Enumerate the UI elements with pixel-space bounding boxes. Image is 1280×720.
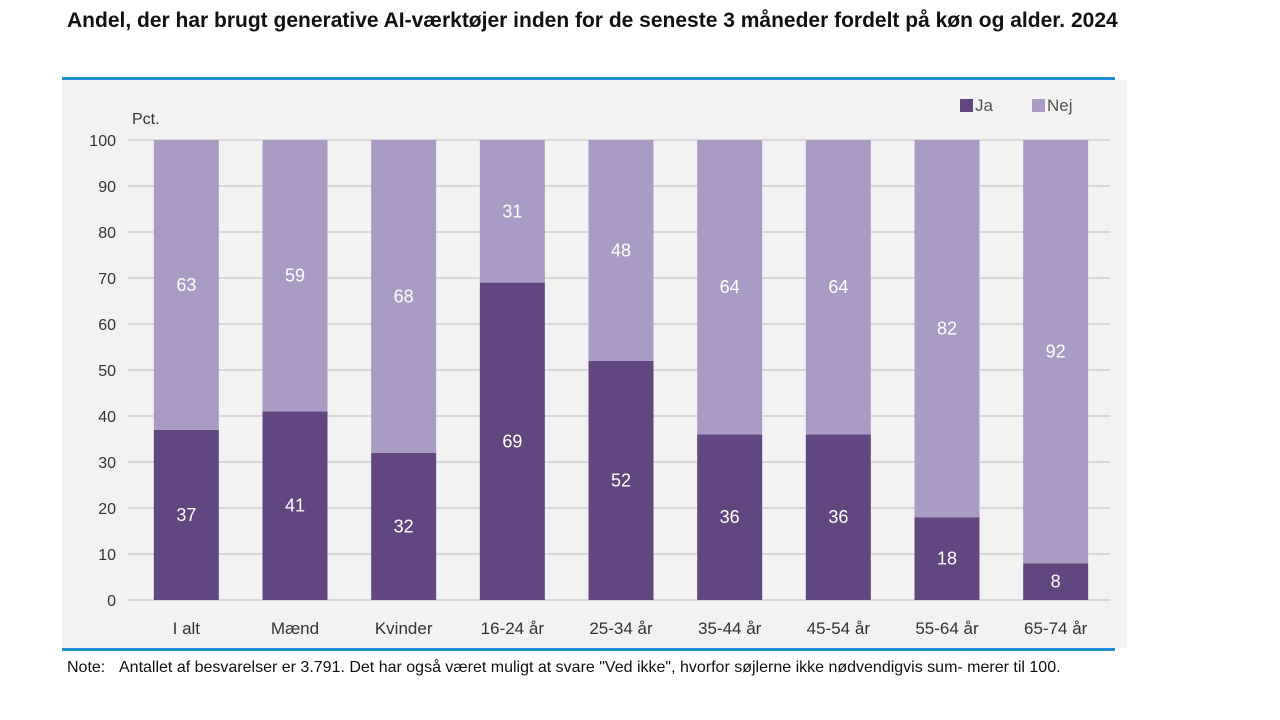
x-tick-label: 35-44 år [698, 619, 762, 638]
y-tick-label: 30 [98, 455, 116, 472]
legend-swatch-nej [1032, 99, 1045, 112]
y-tick-label: 70 [98, 271, 116, 288]
axes: Pct. 0 10 20 30 40 50 60 70 80 90 100 I alt Mænd Kvin… [89, 111, 1087, 638]
data-label-ja: 36 [720, 507, 740, 527]
y-tick-label: 80 [98, 225, 116, 242]
bar-nej [479, 140, 545, 283]
bar-ja [697, 434, 763, 600]
x-tick-label: Kvinder [375, 619, 433, 638]
y-tick-label: 0 [107, 593, 116, 610]
y-tick-label: 100 [89, 133, 116, 150]
bar-nej [805, 140, 871, 435]
legend-label-ja: Ja [975, 96, 993, 115]
x-tick-label: 25-34 år [589, 619, 653, 638]
x-tick-label: 45-54 år [807, 619, 871, 638]
note-label: Note: [67, 659, 106, 676]
data-label-ja: 52 [611, 470, 631, 490]
bars [153, 140, 1089, 600]
data-label-nej: 82 [937, 319, 957, 339]
y-tick-label: 90 [98, 179, 116, 196]
y-tick-label: 40 [98, 409, 116, 426]
bar-ja [153, 429, 219, 600]
data-label-nej: 31 [502, 201, 522, 221]
bar-ja [371, 452, 437, 600]
bar-nej [371, 140, 437, 453]
data-label-nej: 63 [176, 275, 196, 295]
legend-swatch-ja [960, 99, 973, 112]
x-tick-label: 16-24 år [481, 619, 545, 638]
bar-nej [588, 140, 654, 361]
bar-nej [697, 140, 763, 435]
footer-divider [62, 648, 1115, 651]
data-label-nej: 48 [611, 240, 631, 260]
y-tick-label: 20 [98, 501, 116, 518]
data-label-ja: 69 [502, 431, 522, 451]
data-label-ja: 37 [176, 505, 196, 525]
bar-ja [1023, 563, 1089, 600]
legend-item-nej: Nej [1032, 96, 1073, 116]
data-label-nej: 59 [285, 266, 305, 286]
legend-label-nej: Nej [1047, 96, 1073, 115]
data-label-ja: 32 [394, 516, 414, 536]
note-text: Antallet af besvarelser er 3.791. Det ha… [119, 659, 1061, 676]
bar-ja [588, 360, 654, 600]
bar-nej [914, 140, 980, 518]
data-label-nej: 68 [394, 286, 414, 306]
bar-ja [805, 434, 871, 600]
x-tick-label: 55-64 år [915, 619, 979, 638]
chart-title: Andel, der har brugt generative AI-værkt… [67, 9, 1118, 32]
y-axis-label: Pct. [132, 111, 160, 128]
bar-nej [1023, 140, 1089, 564]
bar-ja [262, 411, 328, 600]
data-label-nej: 92 [1046, 342, 1066, 362]
title-divider [62, 77, 1115, 80]
x-tick-label: Mænd [271, 619, 319, 638]
data-label-ja: 18 [937, 549, 957, 569]
y-tick-label: 10 [98, 547, 116, 564]
bar-nej [262, 140, 328, 412]
data-label-nej: 64 [828, 277, 848, 297]
data-labels: 37 63 41 59 32 68 69 31 52 48 36 64 36 64 18 82 8 92 [176, 201, 1065, 591]
x-tick-label: 65-74 år [1024, 619, 1088, 638]
data-label-ja: 8 [1051, 572, 1061, 592]
bar-nej [153, 140, 219, 430]
y-tick-label: 60 [98, 317, 116, 334]
bar-ja [914, 517, 980, 600]
legend-item-ja: Ja [960, 96, 993, 116]
data-label-nej: 64 [720, 277, 740, 297]
y-tick-label: 50 [98, 363, 116, 380]
data-label-ja: 36 [828, 507, 848, 527]
data-label-ja: 41 [285, 496, 305, 516]
bar-ja [479, 282, 545, 600]
x-tick-label: I alt [173, 619, 201, 638]
